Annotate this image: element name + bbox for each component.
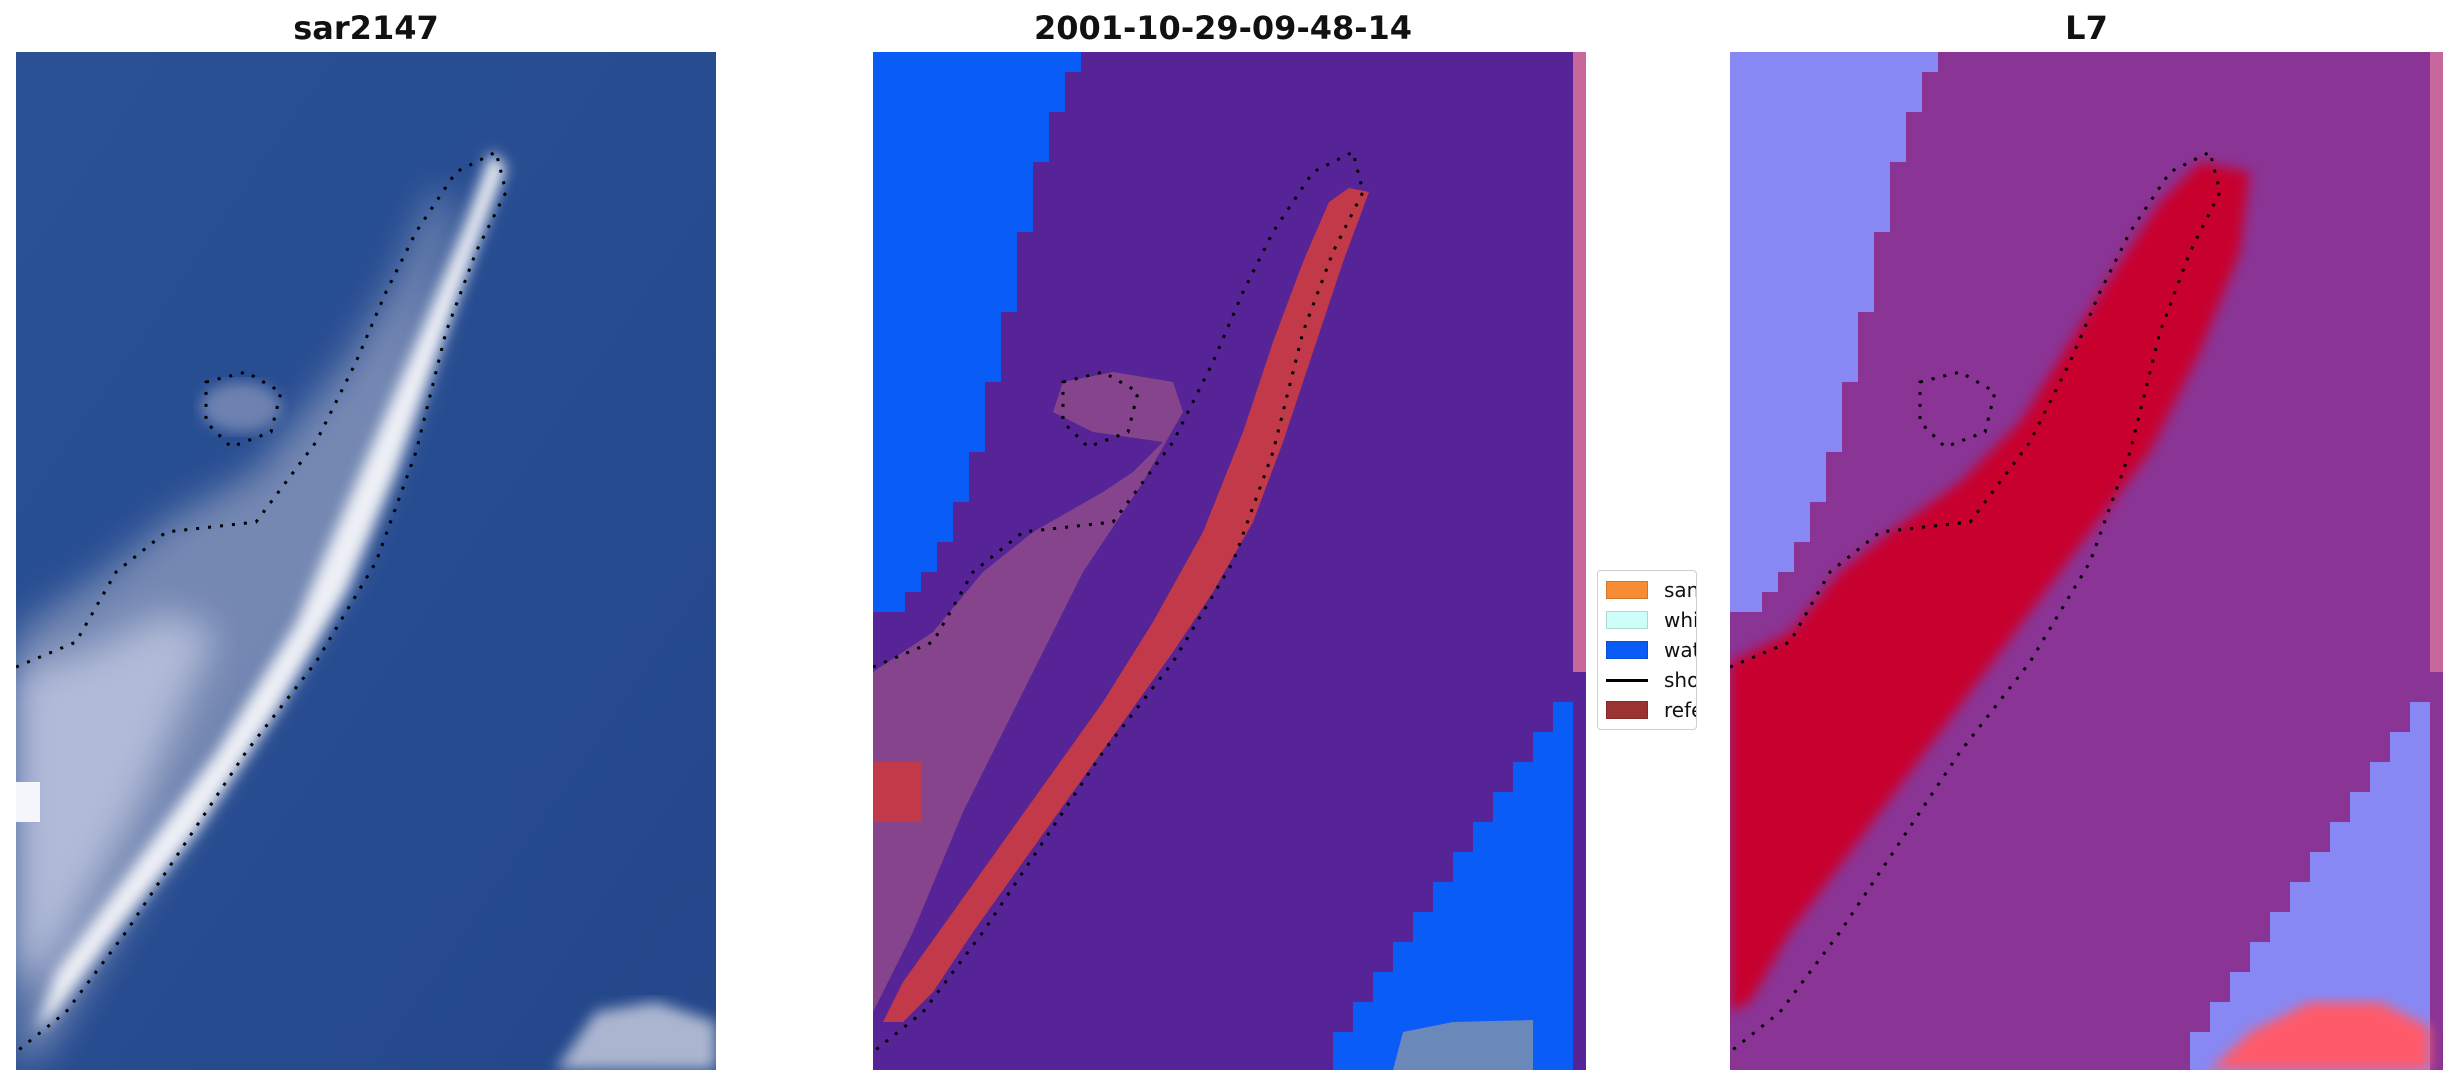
- shallow-bank: [16, 192, 456, 1070]
- bright-pixel: [16, 782, 40, 822]
- water-class-right: [1333, 702, 1573, 1070]
- prob-water-right: [2190, 702, 2430, 1070]
- spit-sand: [36, 152, 506, 1032]
- sand-overlay: [883, 188, 1369, 1022]
- reference-swatch: [1606, 701, 1648, 719]
- legend-item-reference: reference: [1598, 697, 1696, 723]
- sand-swatch: [1606, 581, 1648, 599]
- prob-high-region: [1730, 162, 2250, 1012]
- legend-label-shoreline: shoreline: [1664, 668, 1696, 692]
- prob-nodata-strip: [2430, 52, 2443, 672]
- legend-label-whitewater: whitewater: [1664, 608, 1696, 632]
- water-swatch: [1606, 641, 1648, 659]
- bottom-rgb-patch: [1393, 1020, 1533, 1070]
- rgb-image: [16, 52, 716, 1070]
- panel-title-probability: L7: [2065, 9, 2108, 47]
- probability-panel: [1730, 52, 2443, 1070]
- lagoon-outline: [204, 370, 283, 449]
- prob-water-left: [1730, 52, 1938, 612]
- bottom-whitewater: [556, 1002, 716, 1070]
- prob-lagoon-outline: [1918, 370, 1997, 449]
- legend-label-reference: reference: [1664, 698, 1696, 722]
- prob-bottom-hotspot: [2210, 1002, 2430, 1070]
- class-lagoon-outline: [1061, 370, 1140, 449]
- legend-item-water: water: [1598, 637, 1696, 663]
- probability-image: [1730, 52, 2443, 1070]
- legend-item-sand: sand: [1598, 577, 1696, 603]
- whitewater-left: [16, 612, 216, 992]
- legend-item-whitewater: whitewater: [1598, 607, 1696, 633]
- legend-label-sand: sand: [1664, 578, 1696, 602]
- legend-item-shoreline: shoreline: [1598, 667, 1696, 693]
- mixed-bank: [873, 372, 1183, 1012]
- small-lagoon: [201, 382, 281, 432]
- shoreline-line-icon: [1606, 679, 1648, 682]
- sand-overlay-edge: [873, 762, 921, 822]
- rgb-image-panel: [16, 52, 716, 1070]
- panel-title-rgb: sar2147: [293, 9, 439, 47]
- nodata-strip: [1573, 52, 1586, 672]
- classification-image: [873, 52, 1586, 1070]
- whitewater-swatch: [1606, 611, 1648, 629]
- classification-panel: [873, 52, 1586, 1070]
- water-class-left: [873, 52, 1081, 612]
- panel-title-classification: 2001-10-29-09-48-14: [1033, 9, 1413, 47]
- legend-label-water: water: [1664, 638, 1696, 662]
- legend: sand whitewater water shoreline referenc…: [1597, 570, 1697, 730]
